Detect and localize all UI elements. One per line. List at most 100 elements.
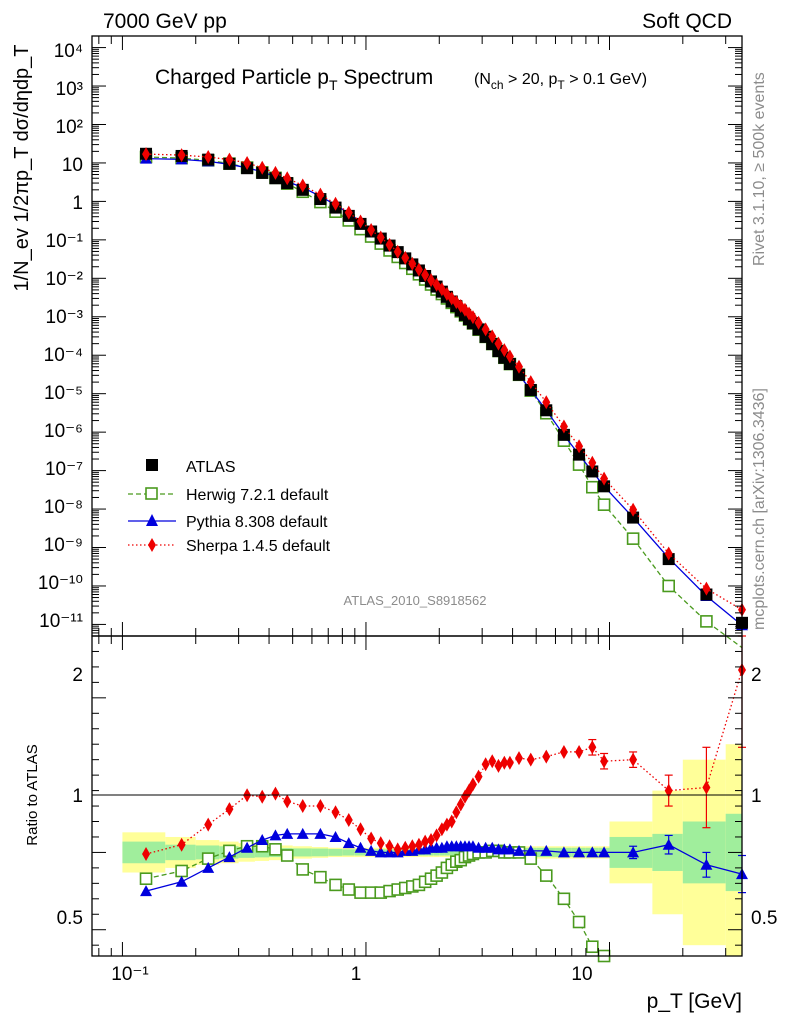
- header-left: 7000 GeV pp: [103, 10, 227, 33]
- data-point-sherpa: [702, 581, 711, 596]
- ratio-point-sherpa: [526, 752, 535, 767]
- ratio-point-pythia: [586, 846, 599, 858]
- y-tick-label: 10⁻²: [46, 269, 84, 290]
- data-point-sherpa: [283, 171, 292, 186]
- ratio-point-pythia: [202, 861, 215, 873]
- ratio-point-sherpa: [204, 817, 213, 832]
- ratio-point-sherpa: [344, 812, 353, 827]
- ratio-point-pythia: [329, 830, 342, 842]
- data-point-herwig: [572, 458, 586, 471]
- ratio-point-sherpa: [385, 839, 394, 854]
- data-point-sherpa: [559, 419, 568, 434]
- chart-subtitle: (Nch > 20, pT > 0.1 GeV): [474, 71, 647, 92]
- data-point-sherpa: [481, 322, 490, 337]
- ratio-point-pythia: [314, 827, 327, 839]
- title-main: Charged Particle p: [155, 66, 329, 89]
- data-point-sherpa: [542, 395, 551, 410]
- ratio-point-pythia: [140, 885, 153, 897]
- stat-uncertainty-band: [652, 833, 683, 871]
- header-right: Soft QCD: [642, 10, 732, 33]
- stat-uncertainty-band: [449, 849, 455, 856]
- ratio-point-pythia: [241, 841, 254, 853]
- ratio-point-sherpa: [393, 842, 402, 857]
- data-point-atlas: [598, 480, 611, 493]
- legend-marker-sherpa: [148, 538, 156, 552]
- data-point-sherpa: [500, 343, 509, 358]
- stat-uncertainty-band: [328, 849, 343, 856]
- ratio-y-tick-label-right: 1: [751, 786, 762, 807]
- ratio-point-sherpa: [588, 740, 597, 755]
- data-point-sherpa: [316, 187, 325, 202]
- data-point-sherpa: [414, 262, 423, 277]
- ratio-point-herwig: [354, 886, 367, 899]
- ratio-point-sherpa: [505, 755, 514, 770]
- stat-uncertainty-band: [311, 848, 329, 857]
- data-point-sherpa: [427, 273, 436, 288]
- ratio-point-herwig: [296, 863, 310, 876]
- legend-label-pythia: Pythia 8.308 default: [186, 514, 328, 531]
- ratio-y-tick-label: 2: [72, 665, 83, 686]
- ratio-point-sherpa: [367, 831, 376, 846]
- ratio-y-tick-labels: 0.5 1 2 0.5 1 2: [57, 665, 778, 929]
- y-axis-label: 1/N_ev 1/2πp_T dσ/dηdp_T: [11, 44, 33, 291]
- data-point-atlas: [586, 465, 599, 478]
- main-y-tick-labels: 10⁻¹¹ 10⁻¹⁰ 10⁻⁹ 10⁻⁸ 10⁻⁷ 10⁻⁶ 10⁻⁵ 10⁻…: [38, 41, 83, 632]
- ratio-point-sherpa: [356, 822, 365, 837]
- ratio-point-sherpa: [629, 752, 638, 767]
- ratio-point-herwig: [175, 864, 188, 878]
- y-tick-label: 10⁻³: [46, 307, 84, 328]
- ratio-point-sherpa: [376, 836, 385, 851]
- stat-uncertainty-band: [292, 848, 312, 857]
- data-point-sherpa: [177, 148, 186, 163]
- ratio-plot-frame: [91, 635, 743, 957]
- legend: ATLAS Herwig 7.2.1 default Pythia 8.308 …: [128, 459, 331, 555]
- data-point-sherpa: [401, 250, 410, 265]
- ratio-point-pythia: [512, 844, 525, 856]
- ratio-point-pythia: [354, 841, 367, 853]
- ratio-point-sherpa: [542, 749, 551, 764]
- y-tick-label: 10⁻⁸: [44, 497, 83, 518]
- y-tick-label: 10³: [56, 79, 83, 100]
- ratio-point-sherpa: [283, 794, 292, 809]
- ratio-point-sherpa: [401, 840, 410, 855]
- ratio-point-sherpa: [447, 814, 456, 829]
- y-tick-label: 10⁻⁹: [44, 535, 83, 556]
- y-tick-label: 10²: [56, 117, 83, 138]
- data-point-sherpa: [514, 359, 523, 374]
- y-tick-label: 10⁴: [54, 41, 83, 62]
- cond-tail: > 0.1 GeV): [565, 71, 647, 88]
- ratio-point-herwig: [539, 869, 553, 882]
- ratio-point-sherpa: [432, 828, 441, 843]
- data-point-sherpa: [575, 439, 584, 454]
- ratio-point-sherpa: [414, 837, 423, 852]
- ratio-point-sherpa: [600, 754, 609, 769]
- data-point-sherpa: [331, 196, 340, 211]
- data-point-atlas: [524, 383, 537, 396]
- cond-sub2: T: [557, 78, 565, 92]
- legend-marker-atlas: [146, 459, 158, 471]
- ratio-point-pythia: [175, 875, 188, 887]
- title-main-sub: T: [329, 77, 338, 93]
- ratio-point-sherpa: [177, 837, 186, 852]
- x-tick-labels: 10⁻¹ 1 10: [111, 964, 592, 985]
- ratio-point-pythia: [223, 851, 236, 863]
- ratio-point-sherpa: [331, 805, 340, 820]
- data-point-sherpa: [408, 256, 417, 271]
- ratio-point-pythia: [503, 843, 516, 855]
- data-point-sherpa: [505, 349, 514, 364]
- ratio-point-sherpa: [500, 755, 509, 770]
- data-point-sherpa: [629, 502, 638, 517]
- data-point-sherpa: [142, 147, 151, 162]
- data-point-sherpa: [474, 315, 483, 330]
- y-tick-label: 10⁻⁷: [45, 459, 83, 480]
- ratio-point-sherpa: [427, 833, 436, 848]
- data-point-sherpa: [298, 178, 307, 193]
- ratio-point-pythia: [540, 844, 553, 856]
- cond-open: (N: [474, 71, 491, 88]
- ratio-point-sherpa: [559, 744, 568, 759]
- data-point-herwig: [597, 498, 611, 511]
- ratio-point-herwig: [557, 892, 571, 906]
- ratio-point-sherpa: [142, 846, 151, 861]
- ratio-point-sherpa: [421, 834, 430, 849]
